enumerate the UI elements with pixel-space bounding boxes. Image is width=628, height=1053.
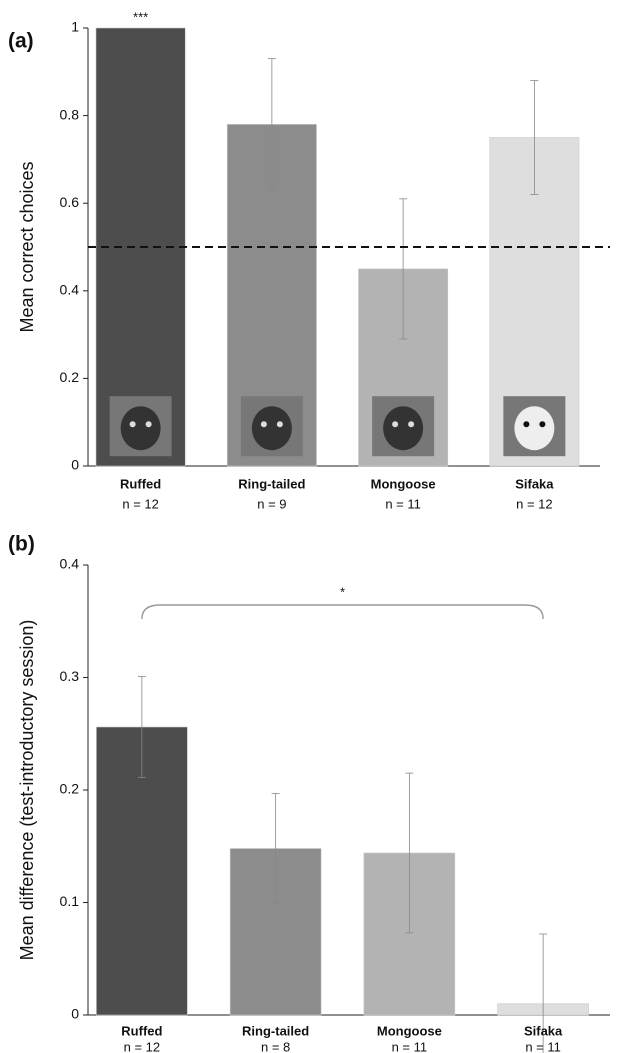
photo-face bbox=[383, 406, 423, 450]
x-tick-label: Ruffed bbox=[120, 476, 161, 491]
x-tick-label: Ring-tailed bbox=[242, 1023, 309, 1038]
sample-size: n = 11 bbox=[392, 1039, 428, 1053]
photo-eye bbox=[523, 421, 529, 427]
sample-size: n = 11 bbox=[385, 496, 421, 511]
y-axis-label: Mean difference (test-introductory sessi… bbox=[17, 620, 37, 961]
x-tick-label: Sifaka bbox=[524, 1023, 563, 1038]
photo-face bbox=[514, 406, 554, 450]
significance-bracket bbox=[142, 605, 543, 619]
photo-eye bbox=[146, 421, 152, 427]
sample-size: n = 11 bbox=[525, 1039, 561, 1053]
y-tick-label: 0.6 bbox=[60, 194, 80, 210]
y-tick-label: 0.1 bbox=[60, 893, 80, 909]
y-axis-label: Mean correct choices bbox=[17, 161, 37, 332]
x-tick-label: Mongoose bbox=[371, 476, 436, 491]
y-tick-label: 1 bbox=[71, 19, 79, 35]
y-tick-label: 0.2 bbox=[60, 369, 80, 385]
bracket-label: * bbox=[340, 584, 345, 599]
x-tick-label: Sifaka bbox=[515, 476, 554, 491]
photo-eye bbox=[539, 421, 545, 427]
y-tick-label: 0.3 bbox=[60, 668, 80, 684]
y-tick-label: 0.8 bbox=[60, 106, 80, 122]
y-tick-label: 0.4 bbox=[60, 282, 80, 298]
panel-label: (a) bbox=[8, 30, 34, 53]
x-tick-label: Ruffed bbox=[121, 1023, 162, 1038]
photo-face bbox=[252, 406, 292, 450]
significance-label: *** bbox=[133, 9, 148, 24]
y-tick-label: 0 bbox=[71, 457, 79, 473]
photo-face bbox=[121, 406, 161, 450]
photo-eye bbox=[277, 421, 283, 427]
sample-size: n = 12 bbox=[516, 496, 553, 511]
x-tick-label: Ring-tailed bbox=[238, 476, 305, 491]
sample-size: n = 8 bbox=[261, 1039, 290, 1053]
photo-eye bbox=[130, 421, 136, 427]
photo-eye bbox=[392, 421, 398, 427]
x-tick-label: Mongoose bbox=[377, 1023, 442, 1038]
sample-size: n = 12 bbox=[122, 496, 159, 511]
photo-eye bbox=[261, 421, 267, 427]
panel-label: (b) bbox=[8, 533, 35, 556]
sample-size: n = 9 bbox=[257, 496, 286, 511]
figure: (a) Mean correct choices 0 0.2 0.4 0.6 0.8 1 Ruf… bbox=[0, 0, 628, 1053]
y-tick-label: 0.2 bbox=[60, 781, 80, 797]
sample-size: n = 12 bbox=[124, 1039, 161, 1053]
y-tick-label: 0.4 bbox=[60, 556, 80, 572]
photo-eye bbox=[408, 421, 414, 427]
y-tick-label: 0 bbox=[71, 1006, 79, 1022]
